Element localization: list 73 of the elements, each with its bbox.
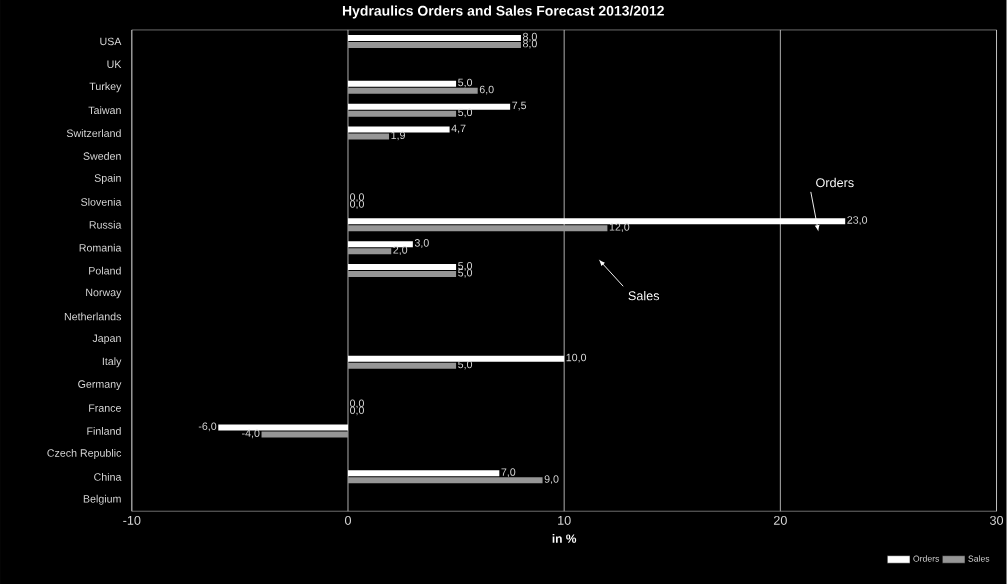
data-label: 5,0 bbox=[458, 268, 473, 278]
data-label: 0,0 bbox=[350, 200, 364, 209]
y-tick-label: Slovenia bbox=[81, 197, 122, 206]
data-label: 9,0 bbox=[544, 475, 559, 484]
y-tick-label: UK bbox=[107, 60, 122, 68]
data-label: 5,0 bbox=[458, 261, 473, 271]
bar bbox=[347, 126, 450, 133]
y-tick-label: Japan bbox=[92, 334, 121, 345]
annotation: Sales bbox=[628, 290, 660, 301]
bar bbox=[261, 431, 348, 438]
data-label: 0,0 bbox=[350, 193, 364, 203]
data-label: 3,0 bbox=[414, 239, 429, 248]
bar bbox=[347, 41, 521, 48]
y-tick-label: Turkey bbox=[89, 82, 122, 93]
bar bbox=[347, 248, 392, 255]
bar bbox=[347, 87, 478, 94]
y-tick-label: China bbox=[94, 472, 122, 481]
y-tick-label: Romania bbox=[79, 243, 122, 252]
data-label: 23,0 bbox=[847, 216, 868, 225]
data-label: 5,0 bbox=[458, 108, 473, 118]
data-label: 7,0 bbox=[501, 468, 516, 478]
data-label: 12,0 bbox=[609, 223, 630, 232]
y-tick-label: Poland bbox=[89, 266, 121, 275]
x-axis-title: in % bbox=[552, 533, 577, 543]
y-tick-label: Taiwan bbox=[88, 106, 121, 115]
data-label: 7,5 bbox=[512, 101, 527, 111]
bar bbox=[347, 103, 511, 110]
y-tick-label: Germany bbox=[78, 380, 122, 390]
bar bbox=[347, 477, 543, 484]
data-label: 6,0 bbox=[479, 85, 494, 95]
data-label: 4,7 bbox=[451, 124, 466, 134]
chart-title: Hydraulics Orders and Sales Forecast 2013/2012 bbox=[342, 5, 664, 19]
y-tick-label: Spain bbox=[94, 173, 121, 184]
data-label: 5,0 bbox=[458, 78, 473, 88]
y-tick-label: Sweden bbox=[83, 152, 121, 160]
bar bbox=[347, 241, 413, 248]
data-label: 0,0 bbox=[350, 406, 364, 416]
y-tick-label: Belgium bbox=[83, 494, 121, 505]
bar bbox=[347, 225, 608, 232]
y-tick-label: Netherlands bbox=[64, 312, 122, 321]
bar bbox=[347, 470, 500, 477]
y-tick-label: Czech Republic bbox=[47, 448, 122, 459]
y-tick-label: Switzerland bbox=[66, 129, 121, 137]
bar bbox=[347, 110, 457, 117]
bar bbox=[347, 133, 390, 140]
x-tick-label: 30 bbox=[989, 515, 1004, 525]
bar bbox=[347, 80, 457, 87]
y-tick-label: Italy bbox=[102, 357, 122, 368]
y-tick-label: France bbox=[89, 404, 121, 412]
bar bbox=[218, 424, 348, 431]
bar bbox=[347, 271, 457, 278]
x-tick-label: -10 bbox=[123, 515, 141, 525]
data-label: 2,0 bbox=[393, 246, 408, 255]
x-tick-label: 0 bbox=[344, 515, 352, 525]
y-tick-label: USA bbox=[100, 37, 122, 46]
legend-label: Sales bbox=[968, 555, 990, 562]
bar bbox=[347, 362, 457, 369]
data-label: -6,0 bbox=[198, 422, 217, 432]
bar bbox=[347, 34, 521, 41]
data-label: 1,9 bbox=[391, 131, 405, 141]
bar bbox=[347, 264, 457, 271]
legend-label: Orders bbox=[913, 555, 940, 562]
data-label: 5,0 bbox=[458, 360, 473, 370]
y-tick-label: Russia bbox=[89, 220, 122, 229]
y-tick-label: Norway bbox=[86, 288, 122, 299]
y-tick-label: Finland bbox=[87, 427, 121, 435]
x-tick-label: 10 bbox=[558, 515, 571, 525]
x-tick-label: 20 bbox=[773, 515, 787, 525]
bar bbox=[347, 355, 565, 362]
data-label: 10,0 bbox=[566, 353, 587, 363]
annotation: Orders bbox=[816, 177, 854, 188]
data-label: 0,0 bbox=[350, 399, 364, 409]
data-label: -4,0 bbox=[242, 429, 260, 439]
